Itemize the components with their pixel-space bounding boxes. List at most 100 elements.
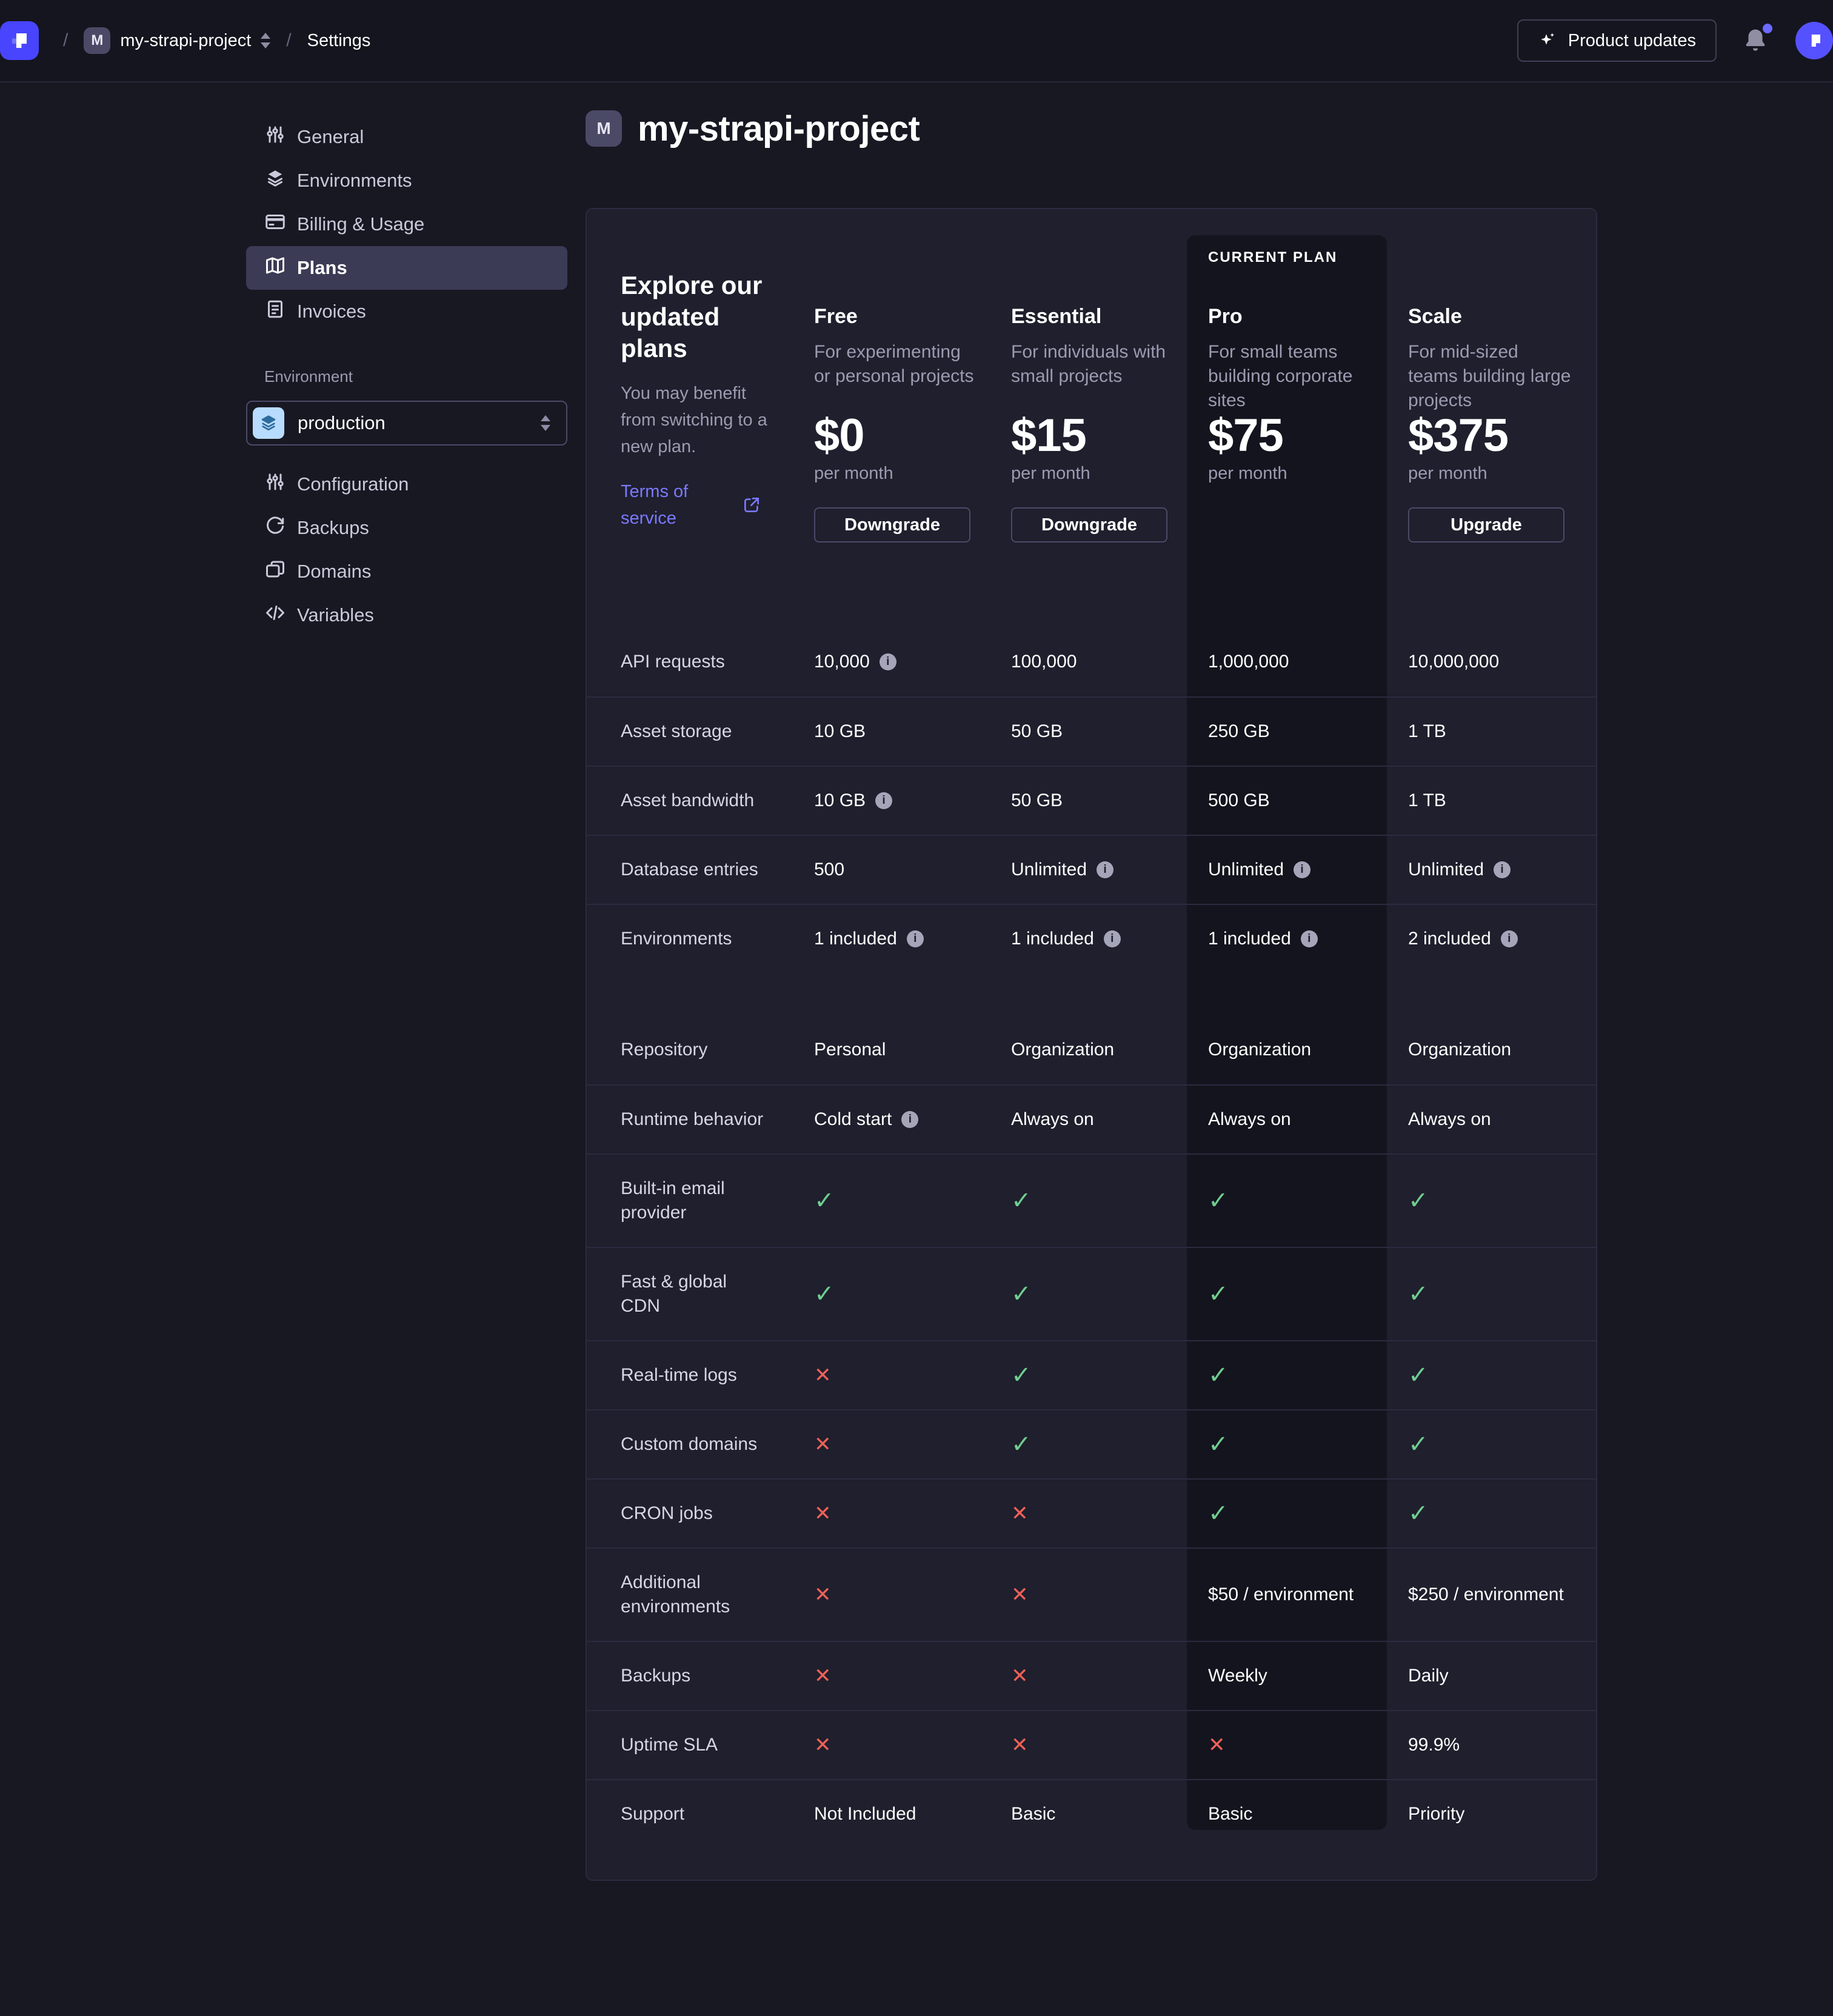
info-icon[interactable]: i [1500, 930, 1518, 947]
feature-value: ✓ [1387, 1282, 1596, 1306]
feature-value-text: 50 GB [1011, 790, 1063, 810]
product-updates-button[interactable]: Product updates [1517, 19, 1717, 62]
info-icon[interactable]: i [1294, 861, 1311, 878]
cross-icon: ✕ [1208, 1734, 1226, 1757]
feature-value: Organization [990, 1040, 1187, 1060]
feature-value-text: 50 GB [1011, 721, 1063, 741]
sidebar-item-invoices[interactable]: Invoices [246, 290, 567, 333]
plan-period: per month [1011, 464, 1090, 483]
sidebar-item-label: Configuration [297, 473, 409, 495]
notification-dot [1763, 24, 1772, 33]
feature-value: Unlimited i [1387, 859, 1596, 880]
feature-label: Real-time logs [621, 1365, 737, 1385]
project-initial-badge: M [84, 27, 111, 54]
feature-value: ✓ [1187, 1501, 1387, 1526]
check-icon: ✓ [1408, 1500, 1429, 1527]
plan-period: per month [1208, 464, 1287, 483]
external-link-icon [744, 498, 759, 512]
cross-icon: ✕ [1011, 1502, 1029, 1525]
sidebar-item-environments[interactable]: Environments [246, 159, 567, 202]
plan-description: For individuals with small projects [1011, 342, 1166, 386]
info-icon[interactable]: i [875, 792, 893, 809]
environment-select[interactable]: production [246, 401, 567, 446]
breadcrumb-section: Settings [307, 30, 371, 50]
feature-row: CRON jobs ✕ ✕ ✓ ✓ [587, 1478, 1596, 1547]
feature-row: Support Not Included Basic Basic Priority [587, 1779, 1596, 1848]
sidebar-item-backups[interactable]: Backups [246, 506, 567, 550]
feature-row: Additional environments ✕ ✕ $50 / environme… [587, 1547, 1596, 1641]
feature-label: Repository [621, 1040, 708, 1060]
feature-value: ✓ [1387, 1189, 1596, 1213]
layers-icon [261, 415, 276, 431]
main-content: M my-strapi-project Explore our updated … [586, 109, 1598, 1881]
plan-column-essential: Essential For individuals with small proj… [990, 209, 1187, 627]
feature-row: Built-in email provider ✓ ✓ ✓ ✓ [587, 1153, 1596, 1247]
feature-value: ✓ [1187, 1363, 1387, 1387]
feature-value: Not Included [793, 1804, 990, 1824]
feature-value-text: Organization [1208, 1040, 1312, 1060]
sidebar-item-configuration[interactable]: Configuration [246, 462, 567, 506]
feature-value: Always on [1387, 1109, 1596, 1130]
project-initial-badge: M [586, 110, 622, 147]
notifications-button[interactable] [1742, 24, 1772, 55]
feature-value: ✕ [793, 1666, 990, 1686]
plan-description: For small teams building corporate sites [1208, 342, 1353, 410]
info-icon[interactable]: i [1300, 930, 1318, 947]
plan-name: Essential [1011, 305, 1102, 328]
sliders-icon [264, 471, 286, 498]
feature-value-text: Cold start [814, 1109, 892, 1129]
cross-icon: ✕ [814, 1502, 832, 1525]
sidebar-item-billing-usage[interactable]: Billing & Usage [246, 202, 567, 246]
feature-row: Backups ✕ ✕ Weekly Daily [587, 1641, 1596, 1710]
feature-value: Priority [1387, 1804, 1596, 1824]
info-icon[interactable]: i [901, 1111, 919, 1128]
sidebar-nav: General Environments Billing & Usage Plans I… [246, 115, 567, 333]
check-icon: ✓ [1408, 1362, 1429, 1389]
sidebar-item-plans[interactable]: Plans [246, 246, 567, 290]
feature-value: ✕ [793, 1735, 990, 1755]
sidebar-item-label: Billing & Usage [297, 213, 425, 235]
terms-of-service-link[interactable]: Terms of service [621, 478, 775, 532]
cross-icon: ✕ [814, 1583, 832, 1606]
feature-label: Asset bandwidth [621, 790, 755, 810]
info-icon[interactable]: i [1103, 930, 1121, 947]
downgrade-button[interactable]: Downgrade [814, 507, 970, 542]
feature-value-text: Basic [1011, 1804, 1056, 1824]
info-icon[interactable]: i [906, 930, 924, 947]
info-icon[interactable]: i [1494, 861, 1511, 878]
info-icon[interactable]: i [879, 653, 896, 670]
sidebar-item-label: Variables [297, 604, 374, 626]
plan-name: Scale [1408, 305, 1462, 328]
feature-value-text: 1 included [1208, 929, 1291, 949]
sidebar-item-label: Backups [297, 517, 369, 538]
feature-label: API requests [621, 652, 725, 672]
check-icon: ✓ [1208, 1187, 1229, 1214]
feature-label: Uptime SLA [621, 1735, 718, 1755]
topbar: / M my-strapi-project / Settings Product… [0, 0, 1833, 82]
upgrade-button[interactable]: Upgrade [1408, 507, 1564, 542]
feature-row: Runtime behavior Cold start i Always on Alwa… [587, 1084, 1596, 1153]
project-switcher[interactable]: M my-strapi-project [84, 27, 271, 54]
sparkle-icon [1541, 33, 1554, 45]
strapi-logo[interactable] [0, 21, 39, 60]
feature-value: $250 / environment [1387, 1584, 1596, 1605]
info-icon[interactable]: i [1097, 861, 1114, 878]
feature-value-text: 250 GB [1208, 721, 1270, 741]
sidebar-item-general[interactable]: General [246, 115, 567, 159]
avatar[interactable] [1795, 22, 1833, 59]
sidebar: General Environments Billing & Usage Plans I… [246, 115, 567, 637]
feature-row: Uptime SLA ✕ ✕ ✕ 99.9% [587, 1710, 1596, 1779]
feature-value: Organization [1387, 1040, 1596, 1060]
sidebar-item-domains[interactable]: Domains [246, 550, 567, 593]
feature-value: 10,000,000 [1387, 652, 1596, 672]
sidebar-item-label: General [297, 126, 364, 147]
feature-value: Cold start i [793, 1109, 990, 1130]
feature-value: 99.9% [1387, 1735, 1596, 1755]
feature-value: 1 included i [1187, 929, 1387, 949]
plans-intro: Explore our updated plans You may benefi… [587, 209, 793, 627]
feature-value: ✕ [990, 1735, 1187, 1755]
sidebar-item-variables[interactable]: Variables [246, 593, 567, 637]
check-icon: ✓ [1011, 1187, 1032, 1214]
check-icon: ✓ [1208, 1281, 1229, 1307]
downgrade-button[interactable]: Downgrade [1011, 507, 1167, 542]
